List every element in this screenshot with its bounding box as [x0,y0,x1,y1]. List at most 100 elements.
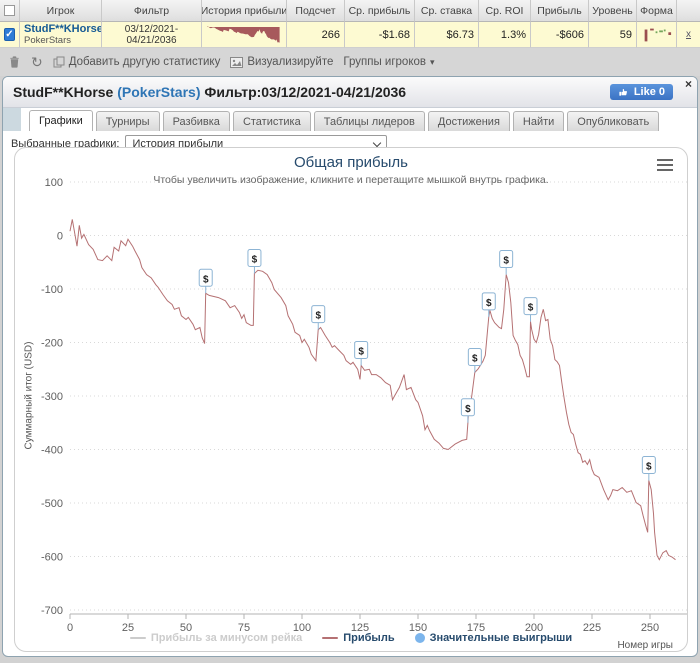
svg-text:-200: -200 [41,338,63,350]
col-header-profit[interactable]: Прибыль [531,0,589,22]
svg-text:-600: -600 [41,552,63,564]
col-header-filter-label: Фильтр [133,4,170,17]
col-header-avg-stake[interactable]: Ср. ставка [415,0,479,22]
svg-text:-100: -100 [41,284,63,296]
svg-text:200: 200 [525,622,543,634]
legend-dash-icon [129,637,146,639]
avg-stake-cell: $6.73 [415,22,479,48]
col-header-avg-profit[interactable]: Ср. прибыль [345,0,415,22]
svg-text:0: 0 [67,622,73,634]
filter-date-start: 03/12/2021- [124,23,179,35]
count-cell: 266 [287,22,345,48]
col-header-filter[interactable]: Фильтр [102,0,202,22]
panel-title-player: StudF**KHorse [13,84,118,100]
row-checkbox-cell: ✓ [0,22,20,48]
chart-menu-icon[interactable] [657,159,673,174]
svg-text:$: $ [315,311,321,322]
avg-profit-cell: -$1.68 [345,22,415,48]
legend-dash-icon [322,637,339,639]
col-header-count[interactable]: Подсчет [287,0,345,22]
svg-text:75: 75 [238,622,250,634]
add-statistic-label: Добавить другую статистику [68,56,221,68]
toolbar: ↻ Добавить другую статистику Визуализиру… [0,48,700,76]
col-header-avg-roi[interactable]: Ср. ROI [479,0,531,22]
col-header-avg-stake-label: Ср. ставка [420,4,473,17]
svg-text:$: $ [252,254,258,265]
chart-title: Общая прибыль [293,154,409,171]
legend-item-rake-adjusted[interactable]: Прибыль за минусом рейка [129,632,302,644]
trash-icon[interactable] [8,55,21,69]
visualize-button[interactable]: Визуализируйте [230,56,333,68]
svg-text:125: 125 [351,622,369,634]
facebook-like-button[interactable]: Like 0 [609,84,673,100]
svg-text:$: $ [503,256,509,267]
player-name-link[interactable]: StudF**KHorse [24,23,102,35]
svg-text:100: 100 [45,177,63,189]
profit-history-cell[interactable] [202,22,287,48]
col-header-form[interactable]: Форма [637,0,677,22]
tab-statistics[interactable]: Статистика [232,111,311,131]
chart-subtitle: Чтобы увеличить изображение, кликните и … [153,174,549,186]
visualize-label: Визуализируйте [247,56,334,68]
profit-chart-plot[interactable]: 100 0 -100 -200 -300 -400 -500 -600 -700 0 25 50 75 1… [15,148,689,653]
select-all-checkbox[interactable] [4,5,15,16]
level-cell: 59 [589,22,637,48]
svg-text:-700: -700 [41,605,63,617]
refresh-icon[interactable]: ↻ [31,53,43,70]
col-header-level[interactable]: Уровень [589,0,637,22]
svg-text:$: $ [465,404,471,415]
add-statistic-button[interactable]: Добавить другую статистику [53,56,221,68]
panel-title-site: (PokerStars) [117,84,201,100]
player-groups-dropdown[interactable]: Группы игроков ▾ [343,56,434,68]
avg-roi-cell: 1.3% [479,22,531,48]
panel-close-icon[interactable]: × [684,77,692,91]
col-header-remove [677,0,700,22]
tab-breakdown[interactable]: Разбивка [162,111,230,131]
svg-text:25: 25 [122,622,134,634]
legend-dot-icon [414,633,425,643]
tab-find[interactable]: Найти [512,111,565,131]
player-stats-table: Игрок Фильтр История прибыли Подсчет Ср.… [0,0,700,48]
col-header-history[interactable]: История прибыли [202,0,287,22]
player-cell: StudF**KHorse★ PokerStars [20,22,102,48]
col-header-profit-label: Прибыль [537,4,582,17]
image-icon [230,56,244,68]
svg-text:100: 100 [293,622,311,634]
panel-header: StudF**KHorse (PokerStars) Фильтр:03/12/… [3,77,697,108]
col-header-avg-profit-label: Ср. прибыль [348,4,411,17]
svg-text:150: 150 [409,622,427,634]
x-axis-title: Номер игры [617,640,673,651]
remove-row-link[interactable]: x [686,29,691,40]
checkmark-icon: ✓ [5,29,14,40]
svg-text:175: 175 [467,622,485,634]
svg-text:$: $ [528,303,534,314]
legend-label-profit: Прибыль [343,632,395,644]
select-all-cell[interactable] [0,0,20,22]
svg-text:250: 250 [641,622,659,634]
col-header-player[interactable]: Игрок [20,0,102,22]
svg-text:-500: -500 [41,498,63,510]
tab-publish[interactable]: Опубликовать [567,111,660,131]
svg-text:$: $ [358,347,364,358]
panel-title: StudF**KHorse (PokerStars) Фильтр:03/12/… [13,84,406,100]
thumb-up-icon [619,88,627,96]
legend-item-significant-wins[interactable]: Значительные выигрыши [414,632,572,644]
svg-text:0: 0 [57,231,63,243]
svg-text:$: $ [203,274,209,285]
player-site: PokerStars [24,35,71,46]
player-row: ✓ StudF**KHorse★ PokerStars 03/12/2021-0… [0,22,700,48]
player-detail-panel: × StudF**KHorse (PokerStars) Фильтр:03/1… [2,76,698,657]
chevron-down-icon: ▾ [429,56,435,67]
profit-cell: -$606 [531,22,589,48]
y-axis-title: Суммарный итог (USD) [23,341,35,450]
filter-date-end: 04/21/2036 [126,34,177,46]
svg-text:$: $ [486,298,492,309]
profit-history-sparkline [207,26,280,43]
tab-graphs[interactable]: Графики [29,110,93,131]
form-cell [637,22,677,48]
tab-achievements[interactable]: Достижения [427,111,510,131]
row-checkbox[interactable]: ✓ [4,28,15,41]
tab-tournaments[interactable]: Турниры [95,111,160,131]
tab-leaderboards[interactable]: Таблицы лидеров [313,111,425,131]
legend-item-profit[interactable]: Прибыль [322,632,395,644]
